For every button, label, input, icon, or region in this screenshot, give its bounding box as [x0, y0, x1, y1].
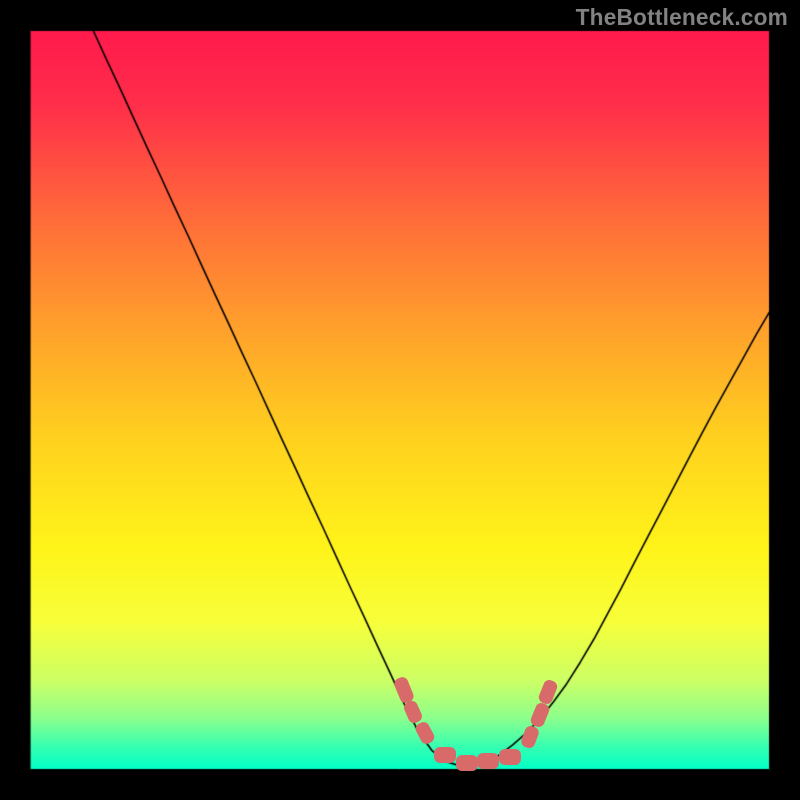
bottleneck-chart [0, 0, 800, 800]
watermark-text: TheBottleneck.com [576, 4, 788, 31]
